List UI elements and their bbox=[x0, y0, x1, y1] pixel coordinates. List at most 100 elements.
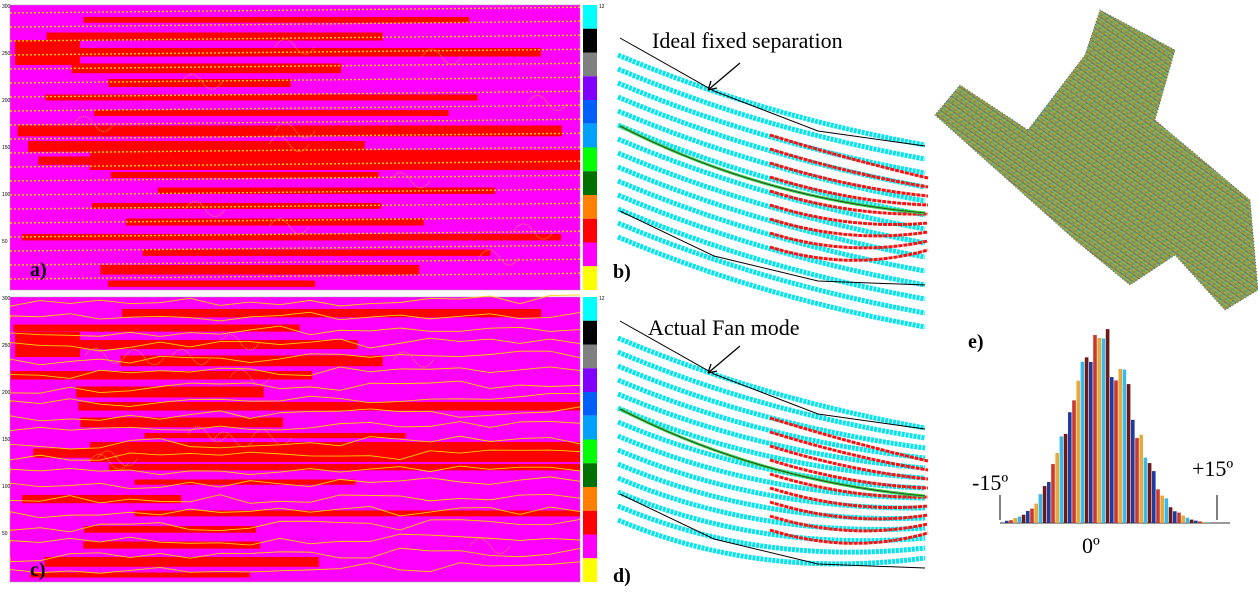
red-band bbox=[45, 94, 478, 101]
red-band bbox=[42, 340, 358, 350]
y-tick-label: 150 bbox=[2, 145, 11, 151]
yellow-line bbox=[9, 505, 581, 519]
yellow-line bbox=[9, 493, 581, 504]
yellow-line bbox=[9, 561, 581, 574]
y-tick-label: 200 bbox=[2, 390, 11, 396]
red-band bbox=[76, 386, 264, 398]
colorbar-cell bbox=[583, 297, 597, 321]
colorbar-cell bbox=[583, 218, 597, 243]
red-block bbox=[15, 40, 80, 65]
red-band bbox=[22, 495, 182, 504]
colorbar-cell bbox=[583, 242, 597, 267]
hist-bar bbox=[1072, 400, 1076, 523]
red-track bbox=[769, 203, 929, 227]
y-tick-label: 50 bbox=[2, 239, 8, 245]
colorbar-cell bbox=[583, 415, 597, 440]
hist-bar bbox=[1194, 520, 1198, 523]
yellow-line bbox=[9, 202, 581, 210]
y-tick-label: 100 bbox=[2, 192, 11, 198]
orange-curl bbox=[84, 347, 126, 364]
hist-bar bbox=[1017, 516, 1022, 523]
red-band bbox=[30, 572, 250, 578]
orange-curl bbox=[181, 73, 223, 90]
red-band bbox=[100, 265, 420, 275]
hist-bar bbox=[1005, 520, 1009, 523]
orange-curl bbox=[184, 201, 226, 217]
orange-curl bbox=[527, 94, 569, 111]
arrowhead bbox=[707, 363, 718, 374]
yellow-line bbox=[9, 519, 581, 533]
yellow-line bbox=[9, 272, 581, 280]
orange-curl bbox=[170, 348, 212, 365]
panel-label: b) bbox=[613, 261, 631, 283]
hist-bar bbox=[1206, 522, 1211, 523]
hist-label: +15º bbox=[1192, 456, 1233, 481]
red-band bbox=[84, 526, 256, 533]
red-track bbox=[769, 430, 929, 472]
colorbar-label: 12 bbox=[599, 4, 605, 10]
red-band bbox=[107, 280, 316, 287]
orange-curl bbox=[469, 537, 511, 554]
cable-track bbox=[617, 164, 926, 260]
orange-curl bbox=[478, 249, 520, 266]
orange-curl bbox=[123, 349, 165, 366]
colorbar-cell bbox=[583, 439, 597, 464]
panel-label: d) bbox=[613, 565, 631, 587]
orange-curl bbox=[421, 48, 462, 65]
orange-curl bbox=[269, 218, 310, 235]
cable-track bbox=[617, 150, 926, 246]
hist-bar bbox=[1143, 457, 1148, 523]
hist-bar bbox=[1164, 498, 1169, 523]
red-band bbox=[21, 234, 561, 241]
cable-track bbox=[617, 349, 926, 441]
yellow-line bbox=[9, 6, 581, 14]
hist-bar bbox=[1114, 380, 1118, 523]
cable-track bbox=[617, 461, 926, 522]
cable-track bbox=[617, 52, 926, 148]
red-band bbox=[92, 203, 381, 209]
red-track bbox=[769, 245, 929, 262]
red-band bbox=[109, 464, 581, 471]
red-band bbox=[71, 63, 342, 74]
hist-bar bbox=[1042, 486, 1047, 523]
cable-track bbox=[617, 136, 926, 232]
orange-curl bbox=[219, 334, 261, 351]
hist-bar bbox=[1093, 334, 1097, 523]
hist-bar bbox=[1051, 464, 1055, 523]
hist-bar bbox=[1097, 337, 1101, 523]
colorbar-cell bbox=[583, 76, 597, 100]
hist-bar bbox=[1177, 512, 1181, 523]
cable-track bbox=[617, 220, 926, 316]
outline bbox=[619, 320, 926, 430]
yellow-line bbox=[9, 547, 581, 563]
hist-bar bbox=[1084, 357, 1089, 523]
colorbar-cell bbox=[583, 392, 597, 416]
yellow-line bbox=[9, 476, 581, 490]
colorbar-cell bbox=[583, 28, 597, 53]
hist-bar bbox=[1147, 463, 1152, 523]
cable-track bbox=[617, 80, 926, 176]
y-tick-label: 150 bbox=[2, 437, 11, 443]
colorbar-label: 12 bbox=[599, 296, 605, 302]
hist-bar bbox=[1135, 438, 1139, 523]
red-track bbox=[769, 217, 929, 238]
hist-bar bbox=[1101, 338, 1106, 523]
red-track bbox=[769, 486, 929, 510]
red-band bbox=[80, 417, 283, 428]
panel-label: c) bbox=[30, 559, 46, 581]
red-band bbox=[110, 172, 379, 179]
hist-bar bbox=[1126, 384, 1131, 523]
yellow-line bbox=[9, 244, 581, 252]
cable-track bbox=[617, 66, 926, 162]
yellow-line bbox=[9, 230, 581, 238]
hist-bar bbox=[1089, 361, 1093, 523]
cable-track bbox=[617, 234, 926, 330]
yellow-line bbox=[9, 337, 581, 352]
hist-bar bbox=[1168, 507, 1173, 523]
colorbar-cell bbox=[583, 171, 597, 195]
colorbar-cell bbox=[583, 320, 597, 345]
colorbar-cell bbox=[583, 558, 597, 582]
colorbar-cell bbox=[583, 487, 597, 511]
panel-label: e) bbox=[968, 331, 984, 353]
